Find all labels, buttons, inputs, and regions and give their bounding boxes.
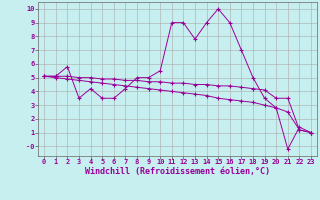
X-axis label: Windchill (Refroidissement éolien,°C): Windchill (Refroidissement éolien,°C)	[85, 167, 270, 176]
